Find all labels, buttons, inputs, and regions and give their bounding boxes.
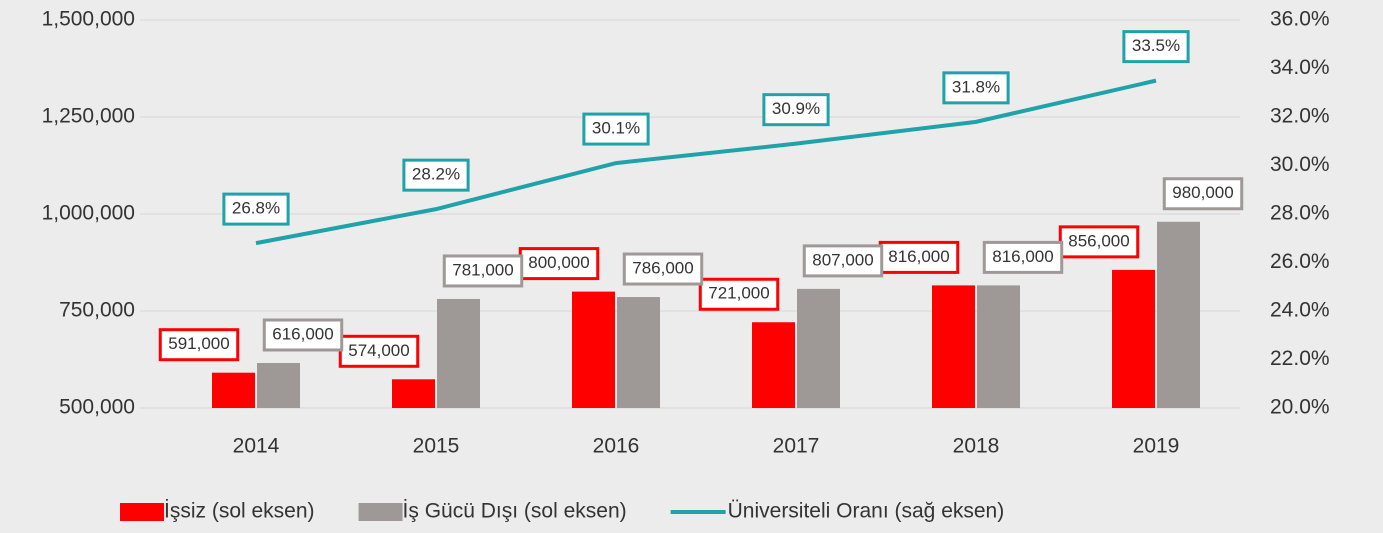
data-label: 616,000 (262, 318, 344, 352)
data-label: 721,000 (698, 277, 780, 311)
y2-tick-label: 32.0% (1270, 105, 1330, 128)
y-tick-label: 1,000,000 (42, 202, 135, 225)
data-label-box (622, 252, 704, 286)
data-label: 807,000 (802, 244, 884, 278)
data-label-text: 800,000 (528, 253, 589, 272)
legend-swatch (120, 503, 164, 521)
data-label: 591,000 (158, 328, 240, 362)
data-label-text: 28.2% (412, 165, 460, 184)
data-label: 856,000 (1058, 225, 1140, 259)
data-label-text: 30.9% (772, 99, 820, 118)
data-label-text: 816,000 (888, 247, 949, 266)
data-label-box (698, 277, 780, 311)
data-label-text: 786,000 (632, 259, 693, 278)
data-label-box (222, 192, 290, 226)
data-label-box (262, 318, 344, 352)
y2-tick-label: 24.0% (1270, 299, 1330, 322)
data-label-text: 816,000 (992, 247, 1053, 266)
data-label-box (942, 71, 1010, 105)
bar (212, 372, 255, 408)
data-label: 574,000 (338, 334, 420, 368)
bar (1157, 221, 1200, 408)
legend-swatch (358, 503, 403, 521)
data-label-box (158, 328, 240, 362)
data-label-text: 856,000 (1068, 231, 1129, 250)
legend-label: Üniversiteli Oranı (sağ eksen) (728, 500, 1005, 523)
data-label-box (582, 112, 650, 146)
data-label-box (762, 93, 830, 127)
data-label-text: 31.8% (952, 77, 1000, 96)
x-tick-label: 2016 (593, 435, 640, 458)
data-label-text: 807,000 (812, 250, 873, 269)
data-label: 980,000 (1162, 177, 1244, 211)
bar (977, 285, 1020, 408)
bar (572, 291, 615, 408)
data-label: 26.8% (222, 192, 290, 226)
data-label: 786,000 (622, 252, 704, 286)
legend-label: İş Gücü Dışı (sol eksen) (403, 500, 627, 523)
bar (437, 298, 480, 408)
data-label-box (802, 244, 884, 278)
y2-tick-label: 28.0% (1270, 202, 1330, 225)
x-tick-label: 2019 (1133, 435, 1180, 458)
y2-tick-label: 20.0% (1270, 396, 1330, 419)
data-label: 816,000 (982, 240, 1064, 274)
data-label-text: 980,000 (1172, 183, 1233, 202)
y2-tick-label: 22.0% (1270, 347, 1330, 370)
bar (752, 322, 795, 408)
bar (932, 285, 975, 408)
x-tick-label: 2015 (413, 435, 460, 458)
data-label: 31.8% (942, 71, 1010, 105)
data-label-box (1162, 177, 1244, 211)
data-label-box (878, 240, 960, 274)
y-tick-label: 750,000 (59, 299, 135, 322)
line-series (255, 78, 1157, 246)
data-label-box (982, 240, 1064, 274)
y-tick-label: 1,500,000 (42, 8, 135, 31)
data-label-text: 33.5% (1132, 36, 1180, 55)
data-label: 800,000 (518, 247, 600, 281)
data-label-box (518, 247, 600, 281)
data-label: 816,000 (878, 240, 960, 274)
data-label: 30.1% (582, 112, 650, 146)
y-tick-label: 1,250,000 (42, 105, 135, 128)
data-label-box (442, 254, 524, 288)
data-label: 30.9% (762, 93, 830, 127)
bar (797, 288, 840, 408)
data-label-text: 574,000 (348, 341, 409, 360)
data-label-text: 616,000 (272, 324, 333, 343)
y2-tick-label: 30.0% (1270, 153, 1330, 176)
bar (617, 297, 660, 408)
y2-tick-label: 36.0% (1270, 8, 1330, 31)
x-tick-label: 2017 (773, 435, 820, 458)
data-label-text: 26.8% (232, 199, 280, 218)
data-label-box (1058, 225, 1140, 259)
legend-label: İşsiz (sol eksen) (164, 500, 315, 523)
bar (392, 379, 435, 408)
data-label-text: 781,000 (452, 260, 513, 279)
x-tick-label: 2018 (953, 435, 1000, 458)
data-label: 28.2% (402, 158, 470, 192)
y2-tick-label: 34.0% (1270, 56, 1330, 79)
bar (257, 362, 300, 408)
bar (1112, 269, 1155, 408)
y2-tick-label: 26.0% (1270, 250, 1330, 273)
y-tick-label: 500,000 (59, 396, 135, 419)
data-label-box (402, 158, 470, 192)
data-label: 781,000 (442, 254, 524, 288)
x-tick-label: 2014 (233, 435, 280, 458)
data-label-text: 30.1% (592, 119, 640, 138)
data-label-text: 721,000 (708, 284, 769, 303)
data-label-text: 591,000 (168, 334, 229, 353)
data-label: 33.5% (1122, 30, 1190, 64)
data-label-box (1122, 30, 1190, 64)
